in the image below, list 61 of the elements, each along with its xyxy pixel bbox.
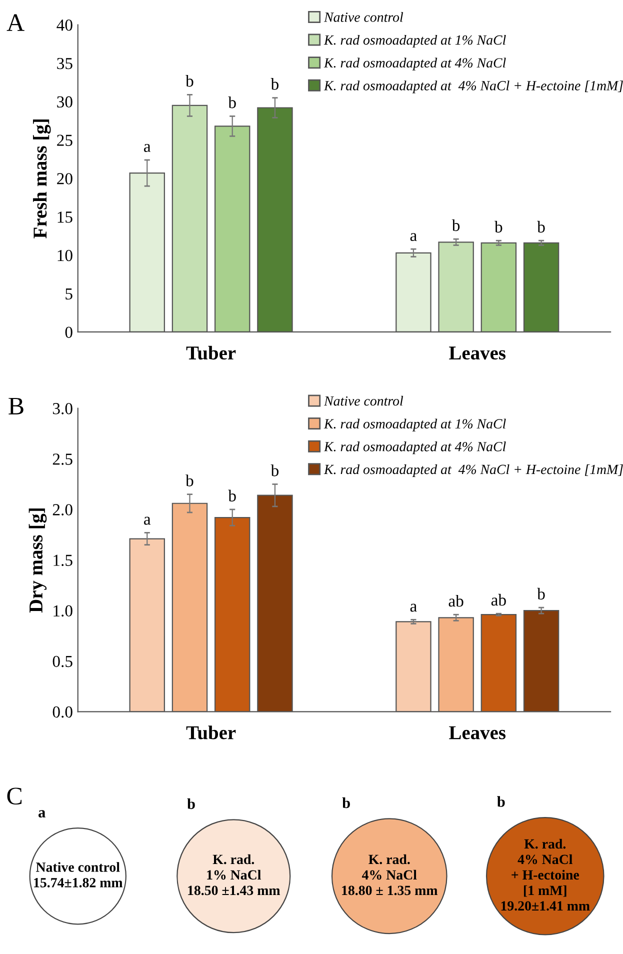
y-tick-label: 25 [57,134,72,146]
legend-label: Native control [324,12,404,22]
x-tick-label: Leaves [449,726,506,740]
y-tick-label: 0.5 [52,656,72,668]
data-label: b [537,220,545,233]
y-tick-label: 35 [57,58,72,70]
category-label: K. rad. 4% NaCl [362,854,417,880]
text: C [7,788,22,805]
text: b [342,797,350,808]
y-tick-label: 40 [56,20,72,31]
data-label: 15.74±1.82 mm [34,878,123,888]
data-label: b [186,474,194,486]
x-tick-label: Tuber [186,346,236,360]
legend-label: Native control [324,396,404,406]
data-label: b [452,219,460,232]
y-tick-label: 15 [58,212,72,223]
y-tick-label: 3.0 [52,403,72,414]
y-tick-label: 5 [66,288,72,300]
text: a [38,810,46,818]
data-label: ab [448,594,464,607]
data-label: b [537,588,545,600]
y-tick-label: 1.5 [54,554,72,566]
y-tick-label: 0.0 [52,706,72,718]
data-label: b [228,96,236,108]
data-label: a [144,144,151,152]
category-label: K. rad. 1% NaCl [207,854,261,880]
y-tick-label: 20 [57,173,72,184]
data-label: a [410,233,417,242]
data-label: ab [491,594,506,606]
text: b [497,796,505,807]
y-tick-label: 0 [65,326,72,338]
legend-label: K. rad osmoadapted at 4% NaCl [324,58,506,70]
category-label: K. rad. 4% NaCl + H-ectoine [1 mM] [512,838,579,897]
data-label: b [270,78,278,90]
text: b [187,798,195,810]
data-label: a [410,604,417,612]
y-tick-label: 2.0 [52,504,72,516]
legend-label: K. rad osmoadapted at 4% NaCl [324,442,506,454]
data-label: 19.20±1.41 mm [501,901,590,911]
data-label: b [270,464,278,476]
category-label: Native control [36,862,120,872]
legend-label: K. rad osmoadapted at 4% NaCl + H-ectoine [1mM] [324,464,623,477]
y-tick-label: 30 [57,96,72,108]
y-tick-label: 2.5 [52,454,72,465]
y-tick-label: 1.0 [54,605,72,617]
data-label: a [144,516,151,525]
x-tick-label: Tuber [186,726,236,740]
legend-label: K. rad osmoadapted at 1% NaCl [324,418,506,432]
data-label: 18.50 ±1.43 mm [188,886,280,896]
legend-label: K. rad osmoadapted at 1% NaCl [324,34,506,48]
data-label: b [186,74,194,87]
chart-title: A [6,14,24,31]
data-label: b [228,490,236,502]
data-label: b [494,220,502,233]
chart-title: B [8,398,24,414]
legend-label: K. rad osmoadapted at 4% NaCl + H-ectoine [1mM] [324,80,623,94]
y-tick-label: 10 [58,250,72,262]
y-axis-title: Dry mass [g] [28,508,47,613]
y-axis-title: Fresh mass [g] [33,120,51,238]
data-label: 18.80 ± 1.35 mm [342,886,438,896]
x-tick-label: Leaves [449,346,506,360]
